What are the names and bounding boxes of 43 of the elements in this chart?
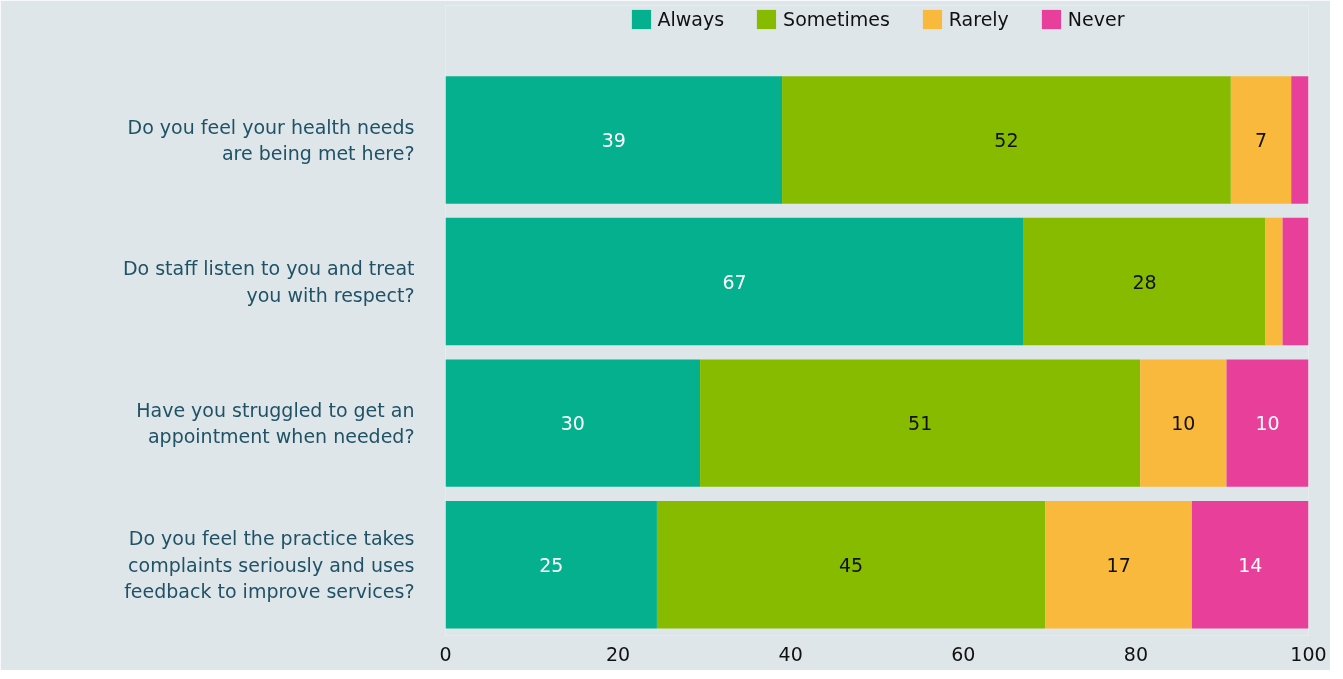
bar: [445, 359, 701, 487]
legend-label: Never: [1067, 8, 1125, 30]
data-label: 25: [539, 553, 564, 576]
x-tick-label: 80: [1123, 642, 1148, 665]
bar: [1045, 501, 1192, 629]
data-label: 39: [601, 128, 626, 151]
data-label: 51: [908, 412, 933, 435]
bar: [1140, 359, 1227, 487]
data-label: 28: [1132, 270, 1157, 293]
x-tick-label: 20: [606, 642, 631, 665]
y-tick-label: Do you feel the practice takes complaints seriously and uses feedback to improve services?: [124, 527, 415, 603]
legend-label: Sometimes: [783, 8, 890, 30]
bar: [1265, 217, 1283, 346]
bar: [1291, 76, 1309, 204]
data-label: 17: [1106, 553, 1131, 576]
bar: [445, 501, 657, 629]
legend-label: Rarely: [948, 8, 1009, 30]
data-label: 67: [722, 270, 747, 293]
bar: [782, 76, 1231, 204]
x-tick-label: 40: [778, 642, 803, 665]
data-label: 30: [560, 412, 585, 435]
bar: [445, 217, 1024, 346]
bar: [1226, 359, 1309, 487]
x-tick-label: 0: [439, 642, 452, 665]
data-label: 10: [1255, 412, 1280, 435]
bar: [1191, 501, 1309, 629]
bar: [445, 76, 783, 204]
bar: [1230, 76, 1292, 204]
bar: [656, 501, 1046, 629]
y-tick-label: Have you struggled to get an appointment when needed?: [136, 398, 415, 448]
legend-label: Always: [657, 8, 725, 30]
data-label: 52: [994, 128, 1019, 151]
data-label: 10: [1171, 412, 1196, 435]
y-tick-label: Do you feel your health needs are being met here?: [127, 115, 415, 165]
x-tick-label: 60: [951, 642, 976, 665]
bar: [700, 359, 1141, 487]
data-label: 14: [1238, 553, 1263, 576]
bar: [1023, 217, 1266, 346]
data-label: 7: [1254, 128, 1268, 151]
y-tick-label: Do staff listen to you and treat you with respect?: [122, 257, 415, 306]
data-label: 45: [839, 553, 864, 576]
x-tick-label: 100: [1290, 642, 1327, 665]
bar: [1282, 217, 1309, 346]
